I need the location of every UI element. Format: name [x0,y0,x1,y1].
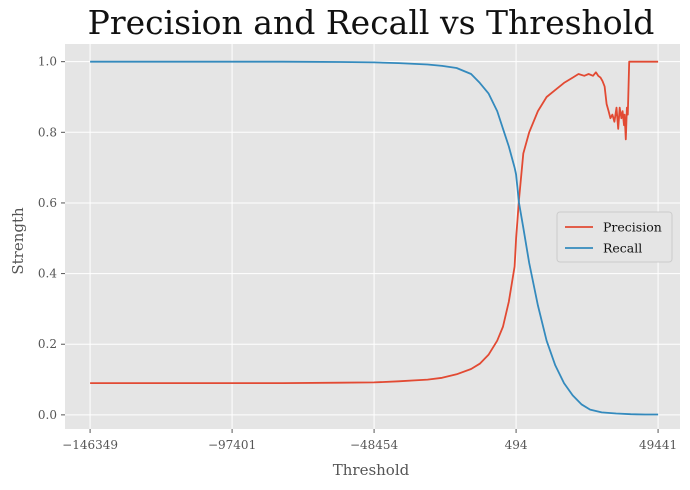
x-axis-ticks: −146349 −97401 −48454 494 49441 [62,429,677,452]
x-tick-label: 494 [505,438,528,452]
x-axis-label: Threshold [333,461,410,479]
legend-label-precision: Precision [603,220,662,235]
legend-box [556,211,673,263]
legend: Precision Recall [556,211,673,263]
series-line-precision [90,60,659,384]
x-tick-label: −48454 [350,438,399,452]
y-tick-label: 0.4 [38,267,57,281]
series-lines [90,60,659,416]
legend-label-recall: Recall [603,241,642,256]
x-tick-label: −146349 [62,438,118,452]
y-axis-ticks: 0.0 0.2 0.4 0.6 0.8 1.0 [38,55,65,422]
y-tick-label: 0.6 [38,196,57,210]
x-tick-label: 49441 [639,438,677,452]
chart-title: Precision and Recall vs Threshold [88,3,655,42]
y-axis-label: Strength [9,207,27,275]
y-tick-label: 0.0 [38,408,57,422]
y-tick-label: 0.8 [38,125,57,139]
y-tick-label: 0.2 [38,337,57,351]
series-line-recall [90,60,659,416]
x-tick-label: −97401 [208,438,256,452]
y-tick-label: 1.0 [38,55,57,69]
